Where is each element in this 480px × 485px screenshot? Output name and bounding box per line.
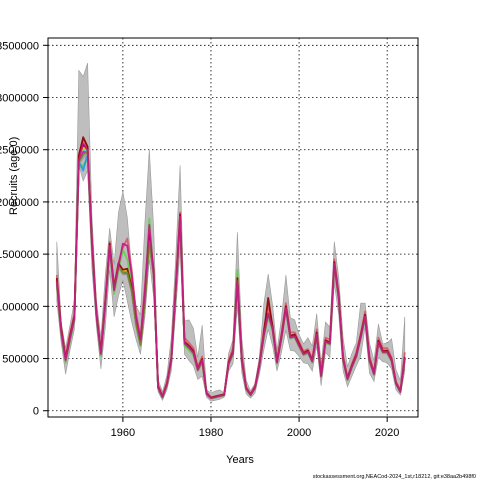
axes: 1960 1980 2000 2020 0 500000 1000000 1500000 200… — [0, 40, 399, 439]
y-axis-title: Recruits (age 0) — [8, 136, 20, 215]
series-line — [55, 142, 406, 399]
y-tick-label: 500000 — [2, 354, 39, 366]
confidence-band — [56, 63, 406, 402]
y-tick-label: 2000000 — [0, 197, 39, 209]
x-tick-label: 2000 — [287, 427, 311, 439]
y-tick-label: 2500000 — [0, 145, 39, 157]
y-tick-label: 0 — [33, 406, 39, 418]
plot-frame — [47, 37, 419, 418]
x-tick-label: 2020 — [375, 427, 399, 439]
confidence-band-area — [56, 63, 406, 402]
x-tick-label: 1960 — [111, 427, 135, 439]
y-tick-label: 3000000 — [0, 93, 39, 105]
footer-credit: stockassessment.org,NEACod-2024_1st,r182… — [312, 474, 476, 480]
y-tick-label: 1500000 — [0, 249, 39, 261]
y-tick-label: 3500000 — [0, 40, 39, 52]
x-tick-label: 1980 — [199, 427, 223, 439]
y-tick-label: 1000000 — [0, 301, 39, 313]
series-group — [55, 136, 406, 400]
x-axis-title: Years — [226, 454, 254, 466]
